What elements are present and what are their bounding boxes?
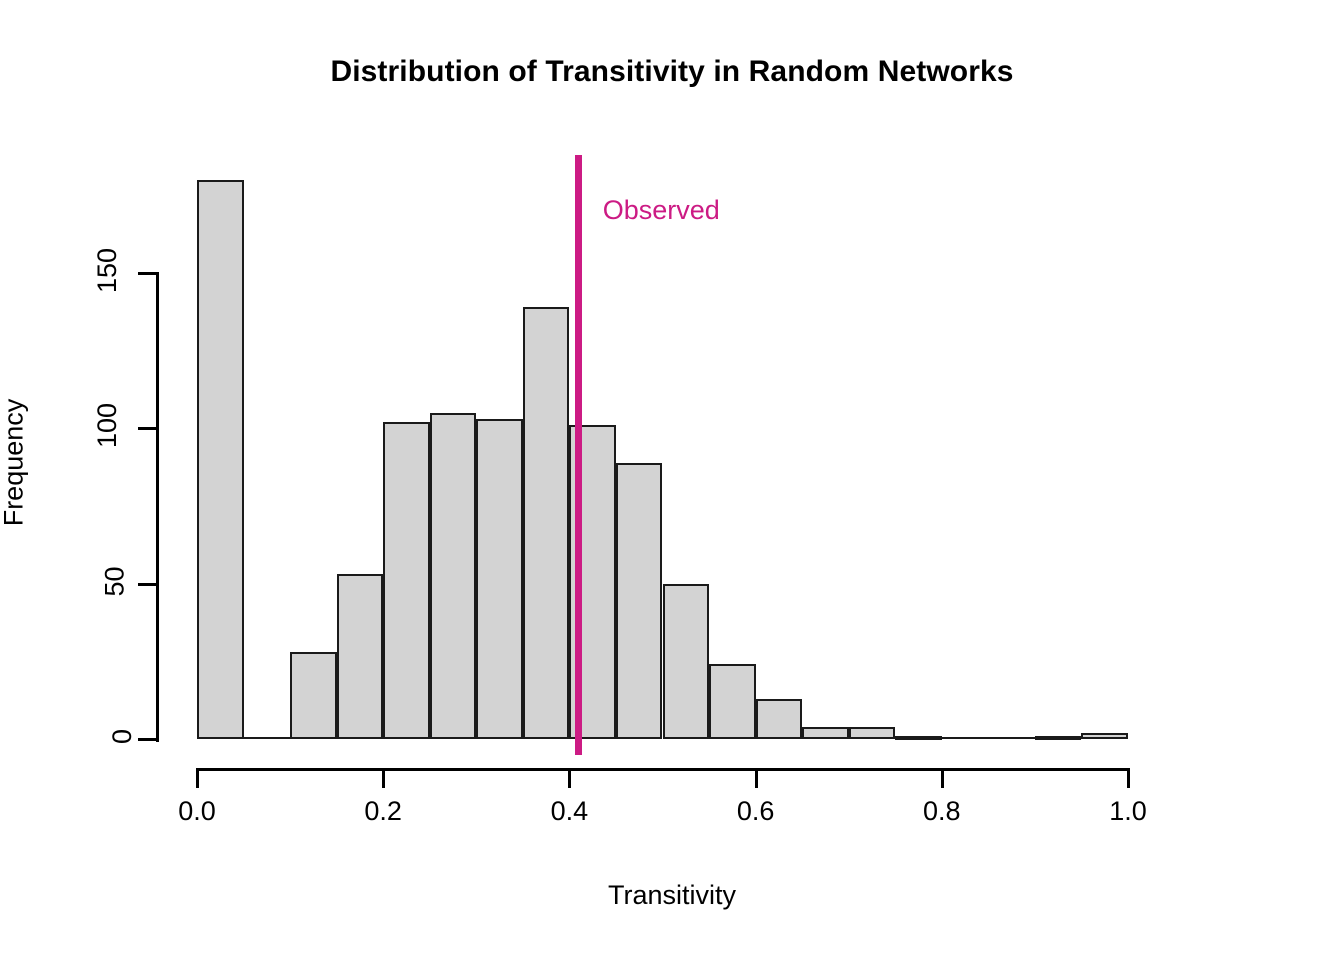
histogram-bar (709, 664, 756, 739)
histogram-bar (522, 307, 570, 739)
histogram-bar (1034, 735, 1082, 740)
histogram-bar (848, 726, 896, 739)
x-axis-tick-label: 0.8 (923, 796, 961, 826)
histogram-bar (615, 462, 663, 739)
x-axis-title: Transitivity (607, 880, 736, 910)
histogram-bar (290, 652, 337, 739)
histogram-baseline-segment (988, 737, 1035, 739)
x-axis-tick (754, 768, 758, 788)
y-axis-tick (138, 427, 159, 431)
x-axis-tick (196, 768, 199, 788)
y-axis-tick-label: 150 (91, 247, 122, 294)
y-axis-tick (138, 738, 159, 741)
page-title: Distribution of Transitivity in Random N… (330, 55, 1014, 88)
histogram-bar (476, 419, 523, 739)
x-axis-tick-label: 0.4 (550, 796, 589, 826)
histogram-bar (383, 422, 430, 739)
x-axis-tick (568, 768, 572, 788)
x-axis-tick (1127, 768, 1130, 788)
x-axis-tick (382, 768, 386, 788)
observed-line (575, 155, 583, 755)
x-axis-tick-label: 1.0 (1109, 796, 1147, 826)
y-axis-tick (138, 272, 159, 275)
histogram-bar (802, 726, 849, 739)
histogram-bar (197, 179, 244, 739)
y-axis-title: Frequency (0, 398, 29, 527)
observed-label: Observed (602, 195, 720, 225)
y-axis-tick-label: 0 (106, 728, 137, 745)
histogram-bar (429, 412, 477, 739)
histogram-bar (1081, 732, 1128, 739)
x-axis-tick-label: 0.6 (736, 796, 775, 826)
histogram-bar (895, 735, 942, 740)
x-axis-tick-label: 0.2 (364, 796, 402, 826)
histogram-baseline-segment (243, 737, 291, 739)
x-axis-tick-label: 0.0 (178, 796, 216, 826)
y-axis-tick-label: 50 (99, 566, 130, 597)
histogram-bar (336, 574, 384, 739)
histogram-bar (662, 583, 710, 739)
x-axis-line (197, 768, 1128, 771)
x-axis-tick (940, 768, 944, 788)
histogram-bar (755, 698, 803, 739)
histogram-baseline-segment (941, 737, 989, 739)
y-axis-line (156, 273, 159, 742)
y-axis-tick (138, 582, 159, 586)
